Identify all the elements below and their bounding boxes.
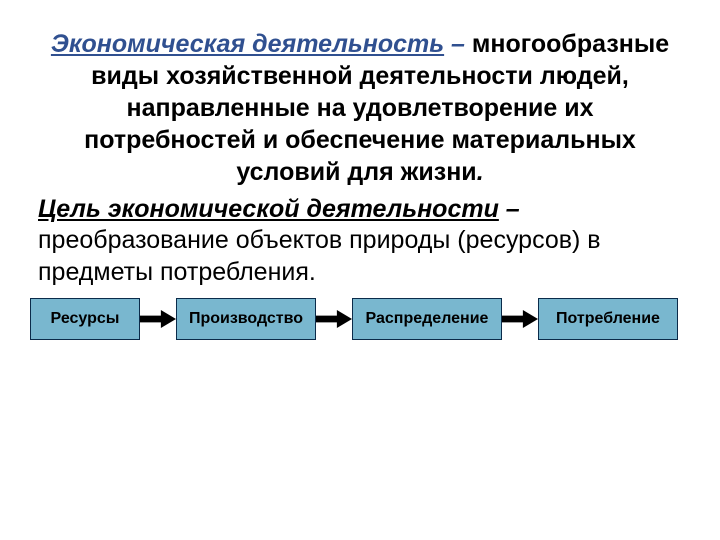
flow-node-label: Производство (189, 310, 303, 328)
goal-body: преобразование объектов природы (ресурсо… (38, 226, 601, 285)
flow-node-label: Потребление (556, 310, 660, 328)
process-flowchart: Ресурсы Производство Распределение Потребле… (30, 298, 682, 340)
flow-node-n1: Ресурсы (30, 298, 140, 340)
arrow-icon (140, 310, 176, 328)
flow-node-n4: Потребление (538, 298, 678, 340)
flow-node-n3: Распределение (352, 298, 502, 340)
definition-dash: – (444, 30, 472, 58)
definition-period: . (477, 158, 484, 186)
flow-node-label: Ресурсы (51, 310, 120, 328)
definition-paragraph: Экономическая деятельность – многообразн… (38, 28, 682, 188)
flow-node-n2: Производство (176, 298, 316, 340)
goal-dash: – (499, 195, 520, 223)
slide: Экономическая деятельность – многообразн… (0, 0, 720, 540)
arrow-icon (316, 310, 352, 328)
goal-paragraph: Цель экономической деятельности – преобр… (38, 194, 682, 288)
goal-term: Цель экономической деятельности (38, 195, 499, 223)
definition-term: Экономическая деятельность (51, 30, 444, 58)
flow-node-label: Распределение (366, 310, 489, 328)
arrow-icon (502, 310, 538, 328)
